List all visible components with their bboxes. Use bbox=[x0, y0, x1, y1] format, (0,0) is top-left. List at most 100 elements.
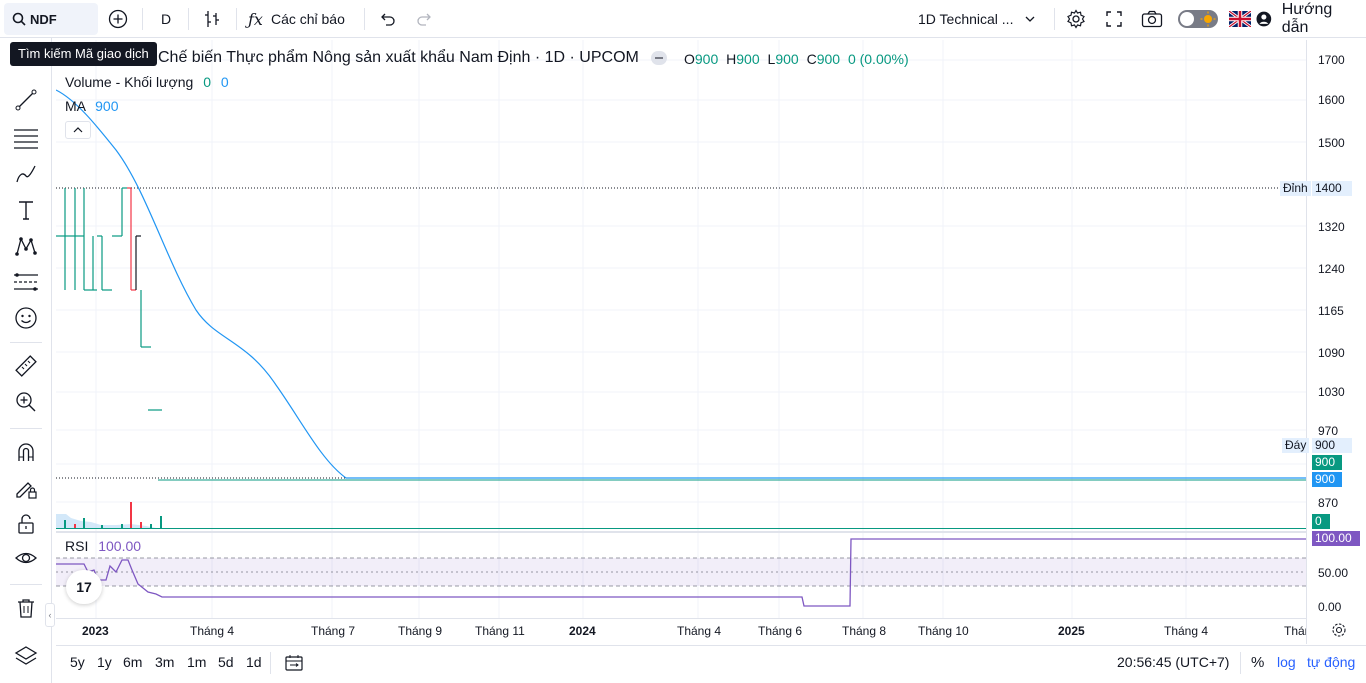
symbol-label: NDF bbox=[30, 11, 57, 27]
pattern-tool[interactable] bbox=[12, 232, 40, 260]
interval-button[interactable]: D bbox=[160, 11, 172, 27]
price-label: 1165 bbox=[1318, 304, 1344, 318]
ohlc-bars bbox=[56, 187, 162, 411]
ma-line bbox=[56, 89, 1306, 479]
search-icon bbox=[12, 12, 26, 26]
high-value-tag: 1400 bbox=[1312, 181, 1352, 196]
time-label: 2024 bbox=[569, 624, 596, 638]
range-1y-button[interactable]: 1y bbox=[97, 654, 112, 670]
chart-type-button[interactable] bbox=[198, 0, 226, 38]
time-label: Tháng bbox=[1284, 624, 1306, 638]
uk-flag-icon bbox=[1229, 11, 1251, 27]
indicators-button[interactable]: ƒx Các chỉ báo bbox=[248, 0, 358, 38]
hide-drawings-tool[interactable] bbox=[12, 544, 40, 572]
trend-line-tool[interactable] bbox=[12, 86, 40, 114]
log-toggle[interactable]: log bbox=[1277, 654, 1296, 670]
time-label: Tháng 4 bbox=[1164, 624, 1209, 638]
indicators-label: Các chỉ báo bbox=[270, 11, 345, 27]
chevron-down-icon bbox=[1026, 16, 1035, 22]
range-1d-button[interactable]: 1d bbox=[246, 654, 262, 670]
range-5d-button[interactable]: 5d bbox=[218, 654, 234, 670]
range-3m-button[interactable]: 3m bbox=[155, 654, 175, 670]
price-label: 1500 bbox=[1318, 136, 1345, 150]
clock[interactable]: 20:56:45 (UTC+7) bbox=[1117, 654, 1230, 670]
object-tree-tool[interactable] bbox=[12, 642, 40, 670]
price-axis[interactable] bbox=[1306, 40, 1366, 644]
time-label: Tháng 6 bbox=[758, 624, 803, 638]
text-tool[interactable] bbox=[12, 196, 40, 224]
range-6m-button[interactable]: 6m bbox=[123, 654, 143, 670]
time-label: 2023 bbox=[82, 624, 109, 638]
time-label: Tháng 7 bbox=[311, 624, 356, 638]
screenshot-button[interactable] bbox=[1138, 0, 1166, 38]
lock-drawing-mode-tool[interactable] bbox=[12, 474, 40, 502]
brush-tool[interactable] bbox=[12, 160, 40, 188]
layout-dropdown[interactable]: 1D Technical ... bbox=[918, 0, 1048, 38]
market-status-icon[interactable] bbox=[651, 51, 667, 65]
fib-tool[interactable] bbox=[12, 124, 40, 152]
time-label: Tháng 9 bbox=[398, 624, 443, 638]
price-label: 870 bbox=[1318, 496, 1339, 510]
prediction-tool[interactable] bbox=[12, 268, 40, 296]
percent-toggle[interactable]: % bbox=[1251, 654, 1265, 671]
collapse-legend-button[interactable] bbox=[65, 121, 91, 139]
low-value-tag: 900 bbox=[1312, 438, 1352, 453]
time-label: Tháng 11 bbox=[475, 624, 525, 638]
chevron-up-icon bbox=[73, 127, 83, 133]
volume-legend[interactable]: Volume - Khối lượng 0 0 bbox=[65, 74, 229, 90]
tradingview-logo-icon[interactable]: 17 bbox=[66, 570, 102, 604]
ma-legend[interactable]: MA 900 bbox=[65, 98, 119, 114]
brush-icon bbox=[16, 165, 36, 183]
text-icon bbox=[19, 201, 33, 220]
price-chart[interactable] bbox=[56, 40, 1306, 644]
lock-all-tool[interactable] bbox=[12, 510, 40, 538]
calendar-range-icon bbox=[285, 655, 303, 671]
fullscreen-icon bbox=[1106, 11, 1122, 27]
language-flag-button[interactable] bbox=[1228, 0, 1252, 38]
redo-button[interactable] bbox=[412, 0, 438, 38]
go-to-date-button[interactable] bbox=[284, 653, 304, 678]
theme-toggle[interactable] bbox=[1176, 0, 1220, 38]
magnet-tool[interactable] bbox=[12, 438, 40, 466]
collapse-toolbar-button[interactable]: ‹ bbox=[45, 603, 55, 627]
rsi-line bbox=[56, 538, 1306, 607]
zoom-in-icon bbox=[16, 392, 36, 412]
rsi-value-tag: 100.00 bbox=[1312, 531, 1360, 546]
fullscreen-button[interactable] bbox=[1100, 0, 1128, 38]
rsi-legend[interactable]: RSI 100.00 bbox=[65, 538, 142, 554]
time-label: 2025 bbox=[1058, 624, 1085, 638]
camera-icon bbox=[1141, 10, 1163, 28]
range-5y-button[interactable]: 5y bbox=[70, 654, 85, 670]
price-label: 1030 bbox=[1318, 385, 1345, 399]
undo-icon bbox=[381, 13, 395, 26]
emoji-tool[interactable] bbox=[12, 304, 40, 332]
symbol-search-tooltip: Tìm kiếm Mã giao dịch bbox=[10, 42, 157, 66]
low-label: Đáy bbox=[1282, 438, 1310, 453]
rsi-axis-label: 0.00 bbox=[1318, 600, 1342, 614]
remove-drawings-tool[interactable] bbox=[12, 594, 40, 622]
price-label: 1240 bbox=[1318, 262, 1345, 276]
symbol-title[interactable]: Chế biến Thực phẩm Nông sản xuất khẩu Na… bbox=[158, 49, 639, 66]
magnet-icon bbox=[18, 443, 34, 461]
symbol-search-button[interactable]: NDF bbox=[4, 3, 98, 35]
undo-button[interactable] bbox=[374, 0, 400, 38]
axis-settings-button[interactable] bbox=[1331, 622, 1347, 643]
price-label: 1320 bbox=[1318, 220, 1345, 234]
unlock-icon bbox=[18, 514, 34, 534]
guide-button[interactable]: Hướng dẫn bbox=[1256, 0, 1362, 38]
add-circle-icon bbox=[108, 9, 128, 29]
compare-add-button[interactable] bbox=[104, 0, 132, 38]
volume-bars bbox=[56, 502, 1306, 529]
measure-tool[interactable] bbox=[12, 352, 40, 380]
settings-button[interactable] bbox=[1062, 0, 1090, 38]
auto-scale-toggle[interactable]: tự động bbox=[1307, 654, 1356, 670]
bar-chart-icon bbox=[205, 11, 219, 27]
range-1m-button[interactable]: 1m bbox=[187, 654, 207, 670]
time-axis[interactable] bbox=[56, 618, 1306, 644]
ma-value-tag: 900 bbox=[1312, 472, 1342, 487]
price-label: 1090 bbox=[1318, 346, 1345, 360]
pencil-lock-icon bbox=[16, 482, 37, 499]
horizontal-lines-icon bbox=[14, 129, 38, 149]
time-label: Tháng 4 bbox=[190, 624, 235, 638]
zoom-tool[interactable] bbox=[12, 388, 40, 416]
